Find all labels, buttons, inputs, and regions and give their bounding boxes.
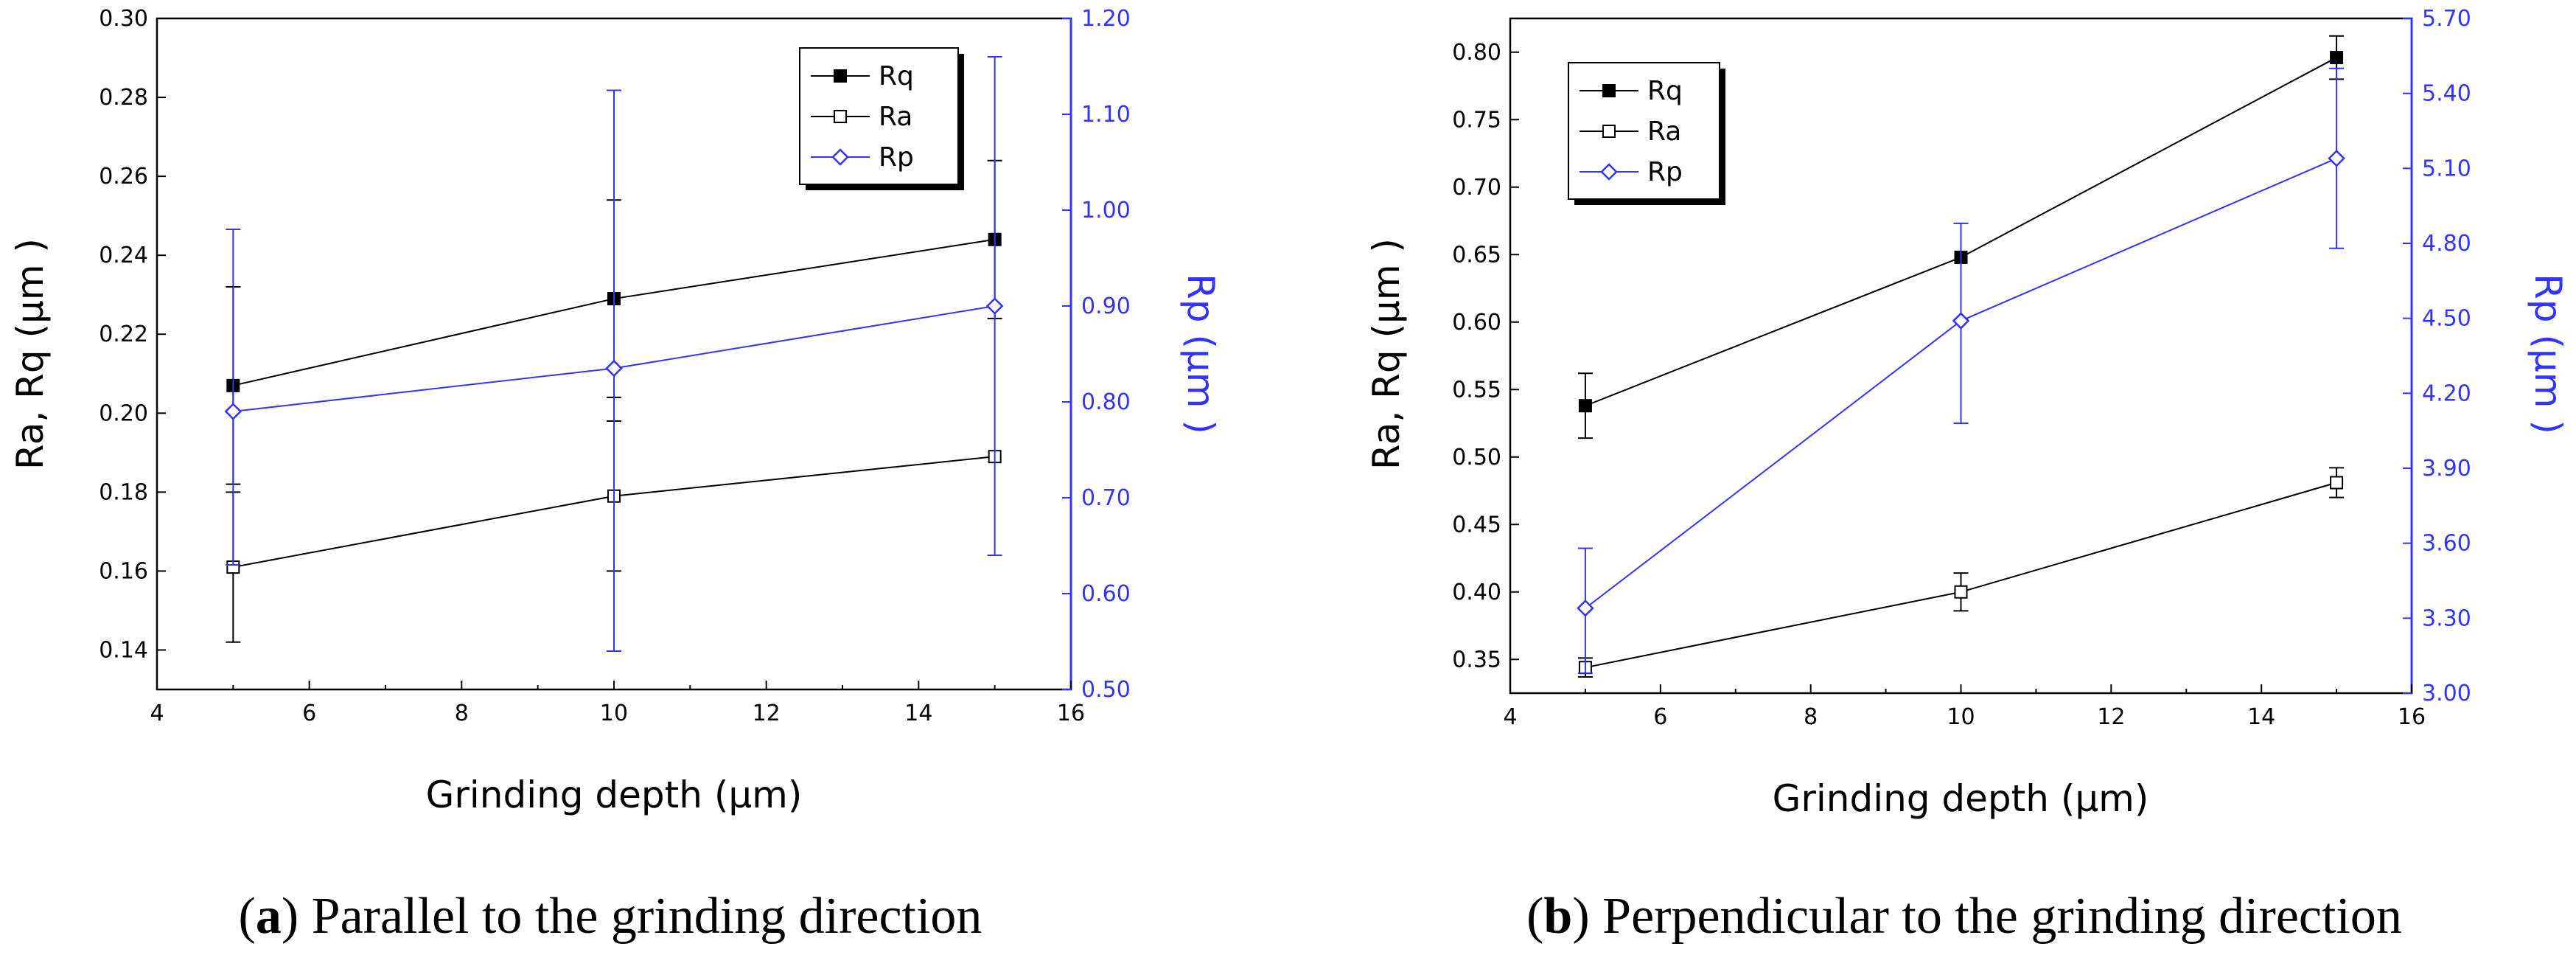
series-rp-a — [224, 56, 1004, 652]
x-tick-label: 6 — [1653, 704, 1667, 730]
legend-marker — [834, 110, 847, 123]
x-tick-label: 10 — [1947, 704, 1975, 730]
x-tick-label: 16 — [2398, 704, 2426, 730]
y-right-tick-label: 3.30 — [2422, 605, 2471, 631]
x-tick-label: 6 — [302, 701, 316, 726]
y-left-tick-label: 0.28 — [99, 85, 148, 111]
y-left-tick-label: 0.35 — [1452, 647, 1501, 673]
x-tick-label: 8 — [1804, 704, 1818, 730]
plot-a: 4 6 8 10 12 14 16 0.14 0.16 0.18 0.20 0.22 0.24 0.26 0… — [99, 6, 1131, 726]
y-right-tick-label: 1.10 — [1081, 102, 1131, 128]
legend-label: Rq — [1647, 76, 1683, 106]
legend-label: Ra — [879, 102, 912, 132]
y-left-tick-label: 0.26 — [99, 164, 148, 190]
x-tick-label: 14 — [904, 701, 932, 726]
y-right-tick-label: 3.00 — [2422, 681, 2471, 706]
data-point — [605, 359, 623, 378]
legend-marker — [831, 148, 849, 166]
y-left-tick-label: 0.30 — [99, 6, 148, 32]
y-left-tick-label: 0.20 — [99, 400, 148, 426]
y-right-tick-label: 5.10 — [2422, 156, 2471, 181]
legend-marker — [834, 69, 847, 83]
xlabel-a: Grinding depth (μm) — [426, 774, 803, 816]
series-rp-b — [1577, 67, 2345, 674]
y-right-tick-label: 0.80 — [1081, 389, 1131, 415]
legend-marker — [1600, 163, 1618, 181]
y-right-tick-label: 4.80 — [2422, 231, 2471, 257]
xlabel-b: Grinding depth (μm) — [1773, 777, 2149, 820]
y-right-tick-label: 4.50 — [2422, 306, 2471, 332]
series-ra-b — [1577, 467, 2345, 678]
data-point — [2330, 476, 2344, 490]
y-right-tick-label: 5.40 — [2422, 81, 2471, 107]
y-left-tick-label: 0.24 — [99, 243, 148, 268]
x-tick-label: 16 — [1057, 701, 1085, 726]
x-tick-label: 12 — [2097, 704, 2125, 730]
data-point — [1577, 600, 1594, 617]
y-left-tick-label: 0.14 — [99, 637, 148, 663]
legend-a: Rq Ra Rp — [799, 47, 964, 190]
x-tick-label: 10 — [600, 701, 628, 726]
data-point — [2330, 51, 2344, 65]
legend-label: Rq — [879, 61, 914, 91]
caption-a: (a) Parallel to the grinding direction — [239, 888, 982, 945]
y-left-tick-label: 0.80 — [1452, 40, 1501, 66]
plot-b: 4 6 8 10 12 14 16 0.35 0.40 0.45 0.50 0.55 0.60 0.65 0… — [1452, 6, 2471, 730]
y-right-tick-label: 1.20 — [1081, 6, 1131, 32]
ylabel-right-a: Rp (μm ) — [1179, 274, 1222, 434]
legend-label: Rp — [1647, 157, 1683, 187]
x-tick-label: 4 — [1503, 704, 1517, 730]
y-right-tick-label: 1.00 — [1081, 198, 1131, 223]
y-right-tick-label: 0.50 — [1081, 677, 1131, 703]
y-left-tick-label: 0.55 — [1452, 377, 1501, 403]
caption-b: (b) Perpendicular to the grinding direct… — [1526, 888, 2402, 945]
ylabel-left-b: Ra, Rq (μm ) — [1365, 238, 1408, 470]
data-point — [2328, 150, 2345, 167]
y-right-tick-label: 5.70 — [2422, 6, 2471, 32]
y-left-tick-label: 0.60 — [1452, 310, 1501, 336]
y-left-tick-label: 0.45 — [1452, 512, 1501, 538]
x-tick-label: 8 — [455, 701, 469, 726]
y-right-tick-label: 4.20 — [2422, 381, 2471, 406]
ylabel-right-b: Rp (μm ) — [2527, 274, 2569, 434]
data-point — [224, 403, 242, 420]
y-left-tick-label: 0.50 — [1452, 445, 1501, 470]
y-left-tick-label: 0.65 — [1452, 242, 1501, 268]
y-left-tick-label: 0.16 — [99, 558, 148, 584]
panel-a: Grinding depth (μm) Ra, Rq (μm ) Rp (μm … — [9, 17, 1222, 945]
data-point — [1954, 585, 1968, 599]
legend-label: Rp — [879, 142, 914, 173]
legend-marker — [1602, 125, 1616, 138]
legend-b: Rq Ra Rp — [1568, 62, 1725, 205]
ylabel-left-a: Ra, Rq (μm ) — [9, 238, 52, 470]
panel-b: Grinding depth (μm) Ra, Rq (μm ) Rp (μm … — [1365, 17, 2569, 945]
y-left-tick-label: 0.70 — [1452, 175, 1501, 201]
data-point — [985, 297, 1004, 315]
y-right-tick-label: 3.60 — [2422, 531, 2471, 557]
y-right-tick-label: 0.60 — [1081, 581, 1131, 607]
legend-label: Ra — [1647, 117, 1681, 147]
legend-marker — [1602, 84, 1616, 97]
x-tick-label: 14 — [2247, 704, 2275, 730]
y-right-tick-label: 0.90 — [1081, 293, 1131, 319]
y-left-tick-label: 0.75 — [1452, 107, 1501, 133]
y-left-tick-label: 0.18 — [99, 479, 148, 505]
y-right-tick-label: 0.70 — [1081, 485, 1131, 511]
y-left-tick-label: 0.22 — [99, 322, 148, 347]
y-left-tick-label: 0.40 — [1452, 580, 1501, 605]
data-point — [1952, 312, 1970, 330]
x-tick-label: 4 — [150, 701, 164, 726]
data-point — [1578, 399, 1592, 413]
y-right-tick-label: 3.90 — [2422, 456, 2471, 482]
x-tick-label: 12 — [753, 701, 781, 726]
